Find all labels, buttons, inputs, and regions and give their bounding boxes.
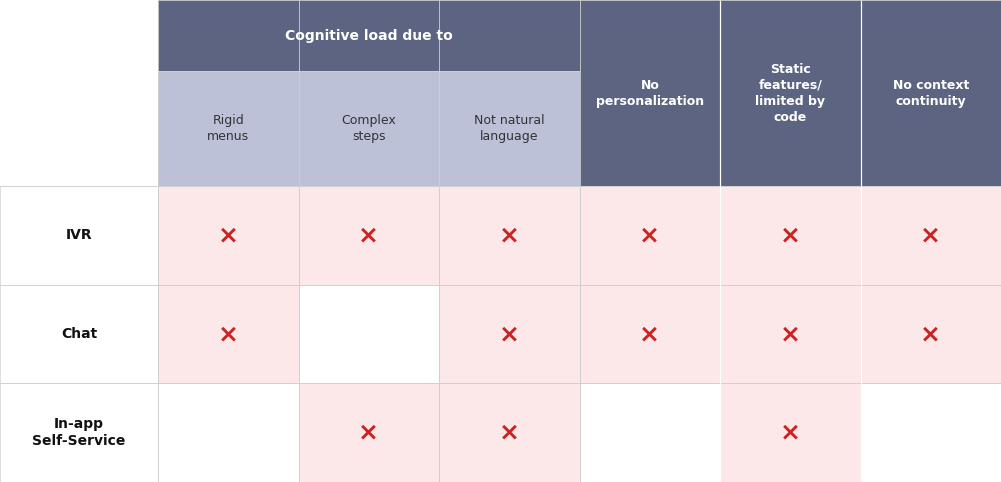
Text: Cognitive load due to: Cognitive load due to — [285, 28, 452, 43]
FancyBboxPatch shape — [0, 0, 158, 186]
FancyBboxPatch shape — [861, 383, 1001, 482]
Text: ×: × — [498, 223, 520, 247]
Text: ×: × — [640, 223, 661, 247]
Text: ×: × — [920, 223, 941, 247]
FancyBboxPatch shape — [439, 71, 580, 186]
Text: IVR: IVR — [66, 228, 92, 242]
FancyBboxPatch shape — [158, 0, 580, 71]
Text: Static
features/
limited by
code: Static features/ limited by code — [756, 63, 825, 123]
Text: ×: × — [498, 322, 520, 346]
FancyBboxPatch shape — [580, 186, 720, 285]
FancyBboxPatch shape — [298, 285, 439, 383]
FancyBboxPatch shape — [720, 186, 861, 285]
Text: ×: × — [780, 421, 801, 445]
Text: Rigid
menus: Rigid menus — [207, 114, 249, 143]
FancyBboxPatch shape — [158, 383, 298, 482]
Text: Not natural
language: Not natural language — [474, 114, 545, 143]
Text: ×: × — [780, 223, 801, 247]
Text: ×: × — [358, 421, 379, 445]
FancyBboxPatch shape — [0, 186, 158, 285]
FancyBboxPatch shape — [158, 186, 298, 285]
FancyBboxPatch shape — [298, 186, 439, 285]
FancyBboxPatch shape — [720, 383, 861, 482]
Text: In-app
Self-Service: In-app Self-Service — [32, 417, 126, 448]
Text: ×: × — [920, 322, 941, 346]
FancyBboxPatch shape — [720, 285, 861, 383]
Text: ×: × — [780, 322, 801, 346]
Text: Complex
steps: Complex steps — [341, 114, 396, 143]
FancyBboxPatch shape — [580, 383, 720, 482]
FancyBboxPatch shape — [720, 0, 861, 186]
FancyBboxPatch shape — [861, 0, 1001, 186]
FancyBboxPatch shape — [298, 71, 439, 186]
FancyBboxPatch shape — [439, 383, 580, 482]
FancyBboxPatch shape — [861, 186, 1001, 285]
Text: ×: × — [640, 322, 661, 346]
Text: No
personalization: No personalization — [596, 79, 704, 107]
Text: Chat: Chat — [61, 327, 97, 341]
Text: ×: × — [498, 421, 520, 445]
FancyBboxPatch shape — [0, 383, 158, 482]
FancyBboxPatch shape — [158, 71, 298, 186]
FancyBboxPatch shape — [861, 285, 1001, 383]
Text: ×: × — [358, 223, 379, 247]
FancyBboxPatch shape — [0, 285, 158, 383]
Text: ×: × — [218, 322, 239, 346]
FancyBboxPatch shape — [298, 383, 439, 482]
Text: ×: × — [218, 223, 239, 247]
FancyBboxPatch shape — [580, 285, 720, 383]
FancyBboxPatch shape — [580, 0, 720, 186]
Text: No context
continuity: No context continuity — [893, 79, 969, 107]
FancyBboxPatch shape — [439, 285, 580, 383]
FancyBboxPatch shape — [158, 285, 298, 383]
FancyBboxPatch shape — [439, 186, 580, 285]
